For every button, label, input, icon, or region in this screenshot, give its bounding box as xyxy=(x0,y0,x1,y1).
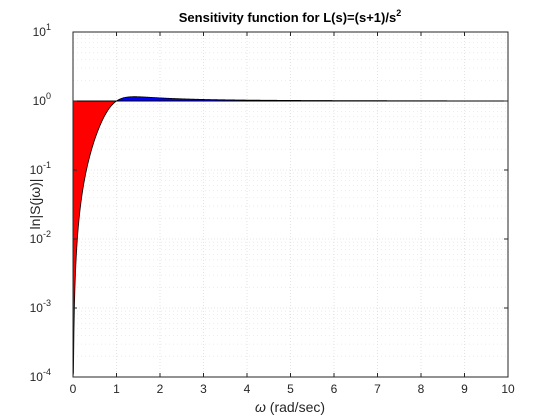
y-tick-label: 100 xyxy=(33,91,51,108)
axis-ticks xyxy=(72,31,509,378)
y-axis-label: ln|S(jω)| xyxy=(27,179,43,230)
x-tick-label: 2 xyxy=(157,382,164,396)
y-tick-label: 10-3 xyxy=(30,298,51,315)
x-tick-label: 4 xyxy=(244,382,251,396)
x-tick-label: 7 xyxy=(374,382,381,396)
fill-region-red xyxy=(73,101,117,377)
x-tick-label: 10 xyxy=(501,382,515,396)
y-tick-label: 10-2 xyxy=(30,229,51,246)
x-tick-label: 0 xyxy=(70,382,77,396)
fill-regions xyxy=(73,96,448,377)
x-tick-label: 1 xyxy=(113,382,120,396)
x-tick-label: 9 xyxy=(461,382,468,396)
y-tick-label: 101 xyxy=(33,22,51,39)
chart-title: Sensitivity function for L(s)=(s+1)/s2 xyxy=(179,8,401,25)
x-tick-label: 6 xyxy=(331,382,338,396)
y-tick-label: 10-4 xyxy=(30,367,51,384)
y-tick-labels: 10-4 10-3 10-2 10-1 100 101 xyxy=(30,22,51,384)
y-tick-label: 10-1 xyxy=(30,160,51,177)
fill-region-blue xyxy=(116,96,448,101)
x-tick-label: 8 xyxy=(418,382,425,396)
x-axis-label: ω (rad/sec) xyxy=(255,399,325,415)
x-tick-label: 3 xyxy=(200,382,207,396)
minor-grid xyxy=(73,34,508,357)
x-tick-labels: 0 1 2 3 4 5 6 7 8 9 10 xyxy=(70,382,515,396)
x-tick-label: 5 xyxy=(287,382,294,396)
